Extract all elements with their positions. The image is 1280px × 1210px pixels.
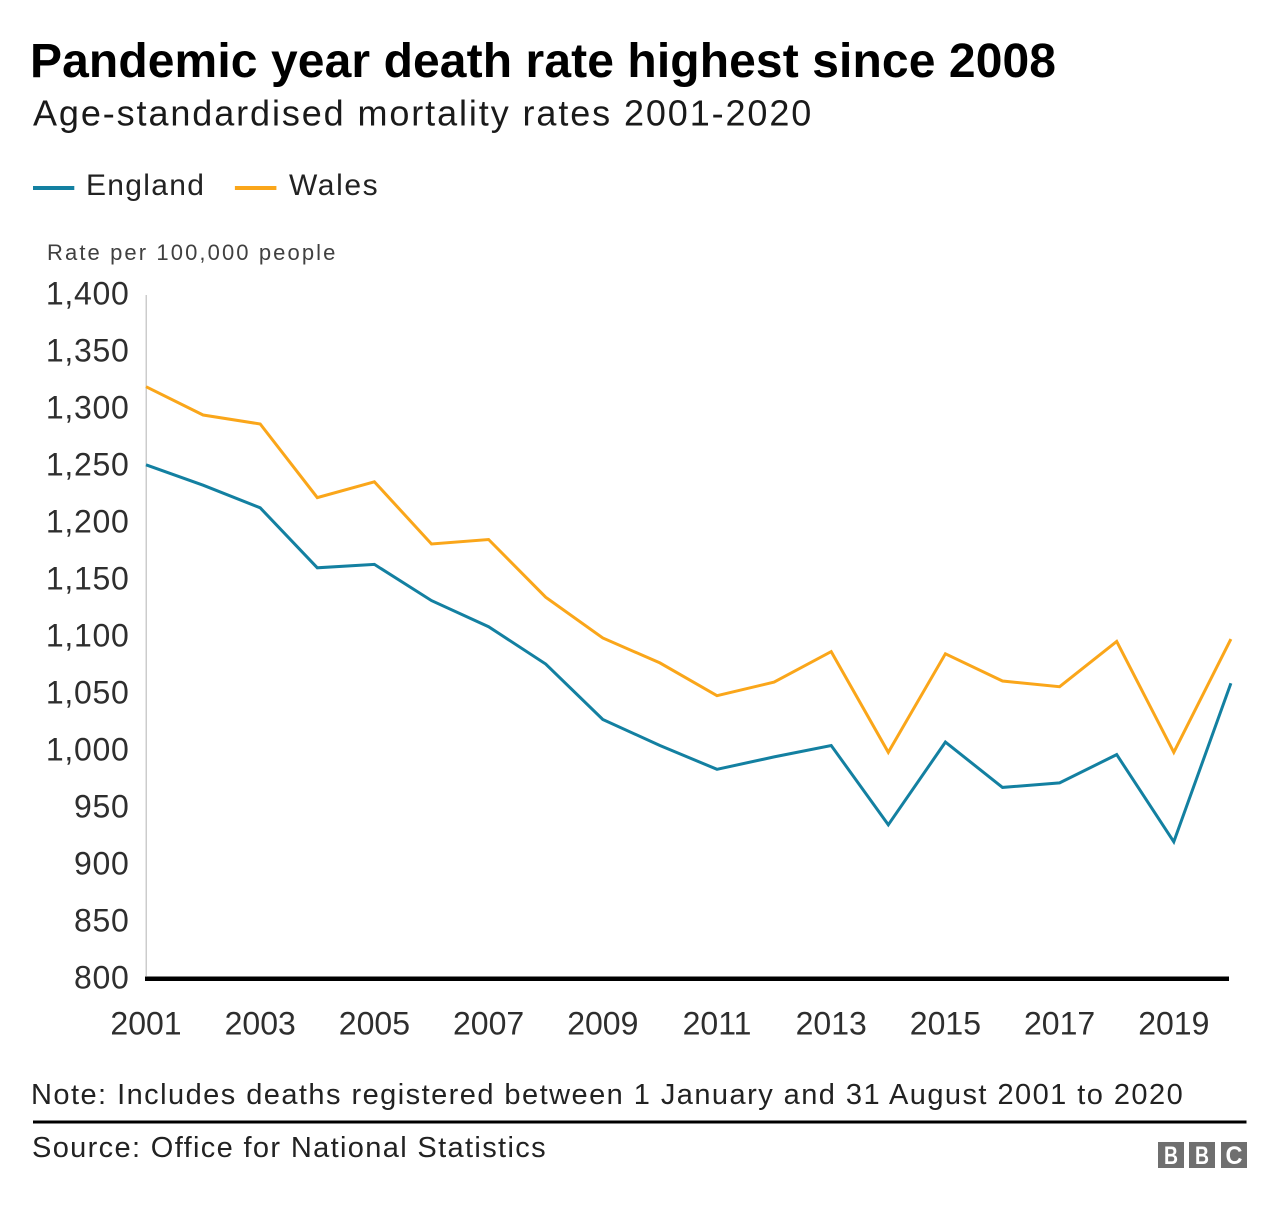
svg-text:Age-standardised mortality rat: Age-standardised mortality rates 2001-20… [33,93,813,134]
svg-text:1,000: 1,000 [46,732,130,768]
svg-text:2017: 2017 [1024,1006,1095,1042]
svg-text:2015: 2015 [910,1006,981,1042]
svg-text:Pandemic year death rate highe: Pandemic year death rate highest since 2… [30,35,1056,88]
svg-text:B: B [1164,1142,1178,1170]
svg-text:Wales: Wales [289,169,379,202]
svg-text:2011: 2011 [683,1006,752,1042]
svg-text:1,400: 1,400 [46,276,130,312]
svg-text:C: C [1226,1142,1243,1170]
svg-text:900: 900 [74,846,130,882]
svg-text:England: England [86,169,205,202]
svg-text:2007: 2007 [453,1006,524,1042]
svg-text:1,250: 1,250 [46,447,130,483]
svg-text:2019: 2019 [1138,1006,1209,1042]
svg-text:2009: 2009 [567,1006,638,1042]
svg-text:1,300: 1,300 [46,390,130,426]
svg-text:2013: 2013 [796,1006,867,1042]
svg-text:1,050: 1,050 [46,675,130,711]
svg-text:Rate per 100,000 people: Rate per 100,000 people [47,240,338,265]
svg-text:1,100: 1,100 [46,618,130,654]
svg-text:Note: Includes deaths register: Note: Includes deaths registered between… [31,1079,1184,1111]
svg-text:2005: 2005 [339,1006,410,1042]
svg-text:B: B [1195,1142,1209,1170]
svg-text:800: 800 [74,960,130,996]
svg-text:1,350: 1,350 [46,333,130,369]
svg-text:2003: 2003 [225,1006,296,1042]
svg-text:1,150: 1,150 [46,561,130,597]
svg-text:1,200: 1,200 [46,504,130,540]
svg-text:2001: 2001 [110,1006,181,1042]
svg-text:Source: Office for National St: Source: Office for National Statistics [32,1132,547,1164]
svg-text:950: 950 [74,789,130,825]
svg-text:850: 850 [74,903,130,939]
